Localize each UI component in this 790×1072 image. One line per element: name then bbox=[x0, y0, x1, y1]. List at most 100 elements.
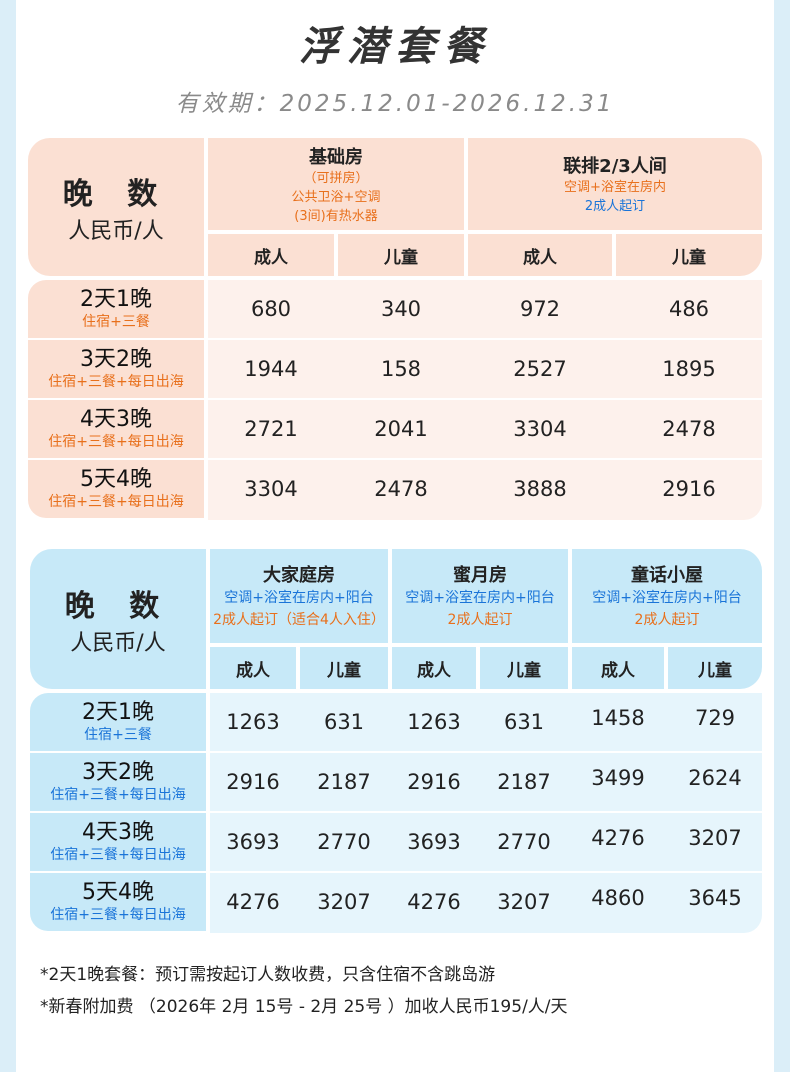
corner-header: 晚 数 人民币/人 bbox=[30, 549, 206, 689]
row-divider bbox=[208, 398, 762, 400]
room-note: 公共卫浴+空调 bbox=[291, 189, 381, 205]
col-child: 儿童 bbox=[668, 647, 762, 689]
nights-label: 晚 数 bbox=[64, 589, 172, 624]
night-count: 3天2晚 bbox=[80, 347, 152, 372]
nights-label: 晚 数 bbox=[62, 177, 170, 212]
price-cell: 3645 bbox=[688, 886, 742, 910]
meal-plan: 住宿+三餐+每日出海 bbox=[48, 434, 184, 450]
col-child: 儿童 bbox=[300, 647, 388, 689]
night-count: 5天4晚 bbox=[80, 467, 152, 492]
price-table-1: 晚 数 人民币/人 基础房 （可拼房） 公共卫浴+空调 (3间)有热水器 联排2… bbox=[28, 138, 762, 520]
price-cell: 158 bbox=[380, 357, 422, 381]
room-note: 2成人起订（适合4人入住） bbox=[213, 612, 385, 628]
col-adult: 成人 bbox=[572, 647, 664, 689]
table-body bbox=[208, 280, 762, 520]
night-count: 3天2晚 bbox=[82, 760, 154, 785]
night-count: 4天3晚 bbox=[82, 820, 154, 845]
price-cell: 486 bbox=[668, 297, 710, 321]
price-cell: 4276 bbox=[407, 890, 461, 914]
meal-plan: 住宿+三餐+每日出海 bbox=[50, 907, 186, 923]
price-cell: 3693 bbox=[226, 830, 280, 854]
meal-plan: 住宿+三餐+每日出海 bbox=[50, 787, 186, 803]
price-cell: 3207 bbox=[317, 890, 371, 914]
price-cell: 680 bbox=[250, 297, 292, 321]
price-cell: 631 bbox=[323, 710, 365, 734]
price-cell: 2187 bbox=[497, 770, 551, 794]
price-cell: 2916 bbox=[226, 770, 280, 794]
price-sheet: 浮潜套餐 有效期：2025.12.01-2026.12.31 晚 数 人民币/人… bbox=[16, 0, 774, 1072]
night-count: 4天3晚 bbox=[80, 407, 152, 432]
currency-label: 人民币/人 bbox=[68, 219, 164, 244]
room-note: 2成人起订 bbox=[584, 199, 646, 214]
room-note: 空调+浴室在房内+阳台 bbox=[405, 590, 555, 606]
corner-header: 晚 数 人民币/人 bbox=[28, 138, 204, 276]
row-divider bbox=[210, 811, 762, 813]
note-spring-surcharge: *新春附加费 （2026年 2月 15号 - 2月 25号 ）加收人民币195/… bbox=[40, 997, 568, 1017]
night-count: 5天4晚 bbox=[82, 880, 154, 905]
room-header-basic: 基础房 （可拼房） 公共卫浴+空调 (3间)有热水器 bbox=[208, 138, 464, 230]
room-name: 基础房 bbox=[309, 146, 363, 168]
room-note: 空调+浴室在房内+阳台 bbox=[592, 590, 742, 606]
row-divider bbox=[208, 338, 762, 340]
room-note: 2成人起订 bbox=[634, 612, 700, 628]
row-label: 5天4晚 住宿+三餐+每日出海 bbox=[30, 873, 206, 931]
price-cell: 3888 bbox=[513, 477, 567, 501]
col-adult: 成人 bbox=[392, 647, 476, 689]
table-body bbox=[210, 693, 762, 933]
col-adult: 成人 bbox=[208, 234, 334, 276]
room-name: 大家庭房 bbox=[263, 565, 335, 586]
price-cell: 4276 bbox=[226, 890, 280, 914]
price-cell: 972 bbox=[519, 297, 561, 321]
price-cell: 2041 bbox=[374, 417, 428, 441]
row-label: 4天3晚 住宿+三餐+每日出海 bbox=[30, 813, 206, 871]
price-cell: 2916 bbox=[407, 770, 461, 794]
meal-plan: 住宿+三餐+每日出海 bbox=[50, 847, 186, 863]
price-cell: 1944 bbox=[244, 357, 298, 381]
price-cell: 4860 bbox=[591, 886, 645, 910]
room-name: 童话小屋 bbox=[631, 565, 703, 586]
room-name: 蜜月房 bbox=[453, 565, 507, 586]
night-count: 2天1晚 bbox=[80, 287, 152, 312]
room-note: (3间)有热水器 bbox=[294, 208, 378, 224]
page-title: 浮潜套餐 bbox=[299, 24, 491, 70]
price-cell: 1458 bbox=[591, 706, 645, 730]
room-header-townhouse: 联排2/3人间 空调+浴室在房内 2成人起订 bbox=[468, 138, 762, 230]
price-cell: 2721 bbox=[244, 417, 298, 441]
price-cell: 2478 bbox=[662, 417, 716, 441]
meal-plan: 住宿+三餐 bbox=[82, 314, 150, 330]
price-cell: 1263 bbox=[226, 710, 280, 734]
price-cell: 2187 bbox=[317, 770, 371, 794]
price-cell: 2478 bbox=[374, 477, 428, 501]
price-cell: 631 bbox=[503, 710, 545, 734]
price-cell: 2624 bbox=[688, 766, 742, 790]
row-label: 2天1晚 住宿+三餐 bbox=[30, 693, 206, 751]
room-note: 2成人起订 bbox=[447, 612, 513, 628]
price-cell: 3207 bbox=[688, 826, 742, 850]
price-cell: 2527 bbox=[513, 357, 567, 381]
col-child: 儿童 bbox=[616, 234, 762, 276]
price-cell: 3304 bbox=[513, 417, 567, 441]
price-cell: 3693 bbox=[407, 830, 461, 854]
price-cell: 729 bbox=[694, 706, 736, 730]
room-note: （可拼房） bbox=[303, 170, 369, 186]
price-cell: 2770 bbox=[497, 830, 551, 854]
meal-plan: 住宿+三餐 bbox=[84, 727, 152, 743]
note-2d1n: *2天1晚套餐：预订需按起订人数收费，只含住宿不含跳岛游 bbox=[40, 965, 496, 985]
price-cell: 1263 bbox=[407, 710, 461, 734]
row-divider bbox=[210, 871, 762, 873]
night-count: 2天1晚 bbox=[82, 700, 154, 725]
validity-period: 有效期：2025.12.01-2026.12.31 bbox=[175, 91, 615, 117]
room-header-fairytale: 童话小屋 空调+浴室在房内+阳台 2成人起订 bbox=[572, 549, 762, 643]
price-cell: 3207 bbox=[497, 890, 551, 914]
row-label: 3天2晚 住宿+三餐+每日出海 bbox=[28, 340, 204, 398]
room-note: 空调+浴室在房内 bbox=[564, 180, 666, 195]
row-label: 3天2晚 住宿+三餐+每日出海 bbox=[30, 753, 206, 811]
price-cell: 3499 bbox=[591, 766, 645, 790]
room-header-family: 大家庭房 空调+浴室在房内+阳台 2成人起订（适合4人入住） bbox=[210, 549, 388, 643]
row-divider bbox=[208, 458, 762, 460]
price-cell: 340 bbox=[380, 297, 422, 321]
col-child: 儿童 bbox=[480, 647, 568, 689]
price-table-2: 晚 数 人民币/人 大家庭房 空调+浴室在房内+阳台 2成人起订（适合4人入住）… bbox=[30, 549, 762, 933]
room-name: 联排2/3人间 bbox=[563, 156, 667, 177]
price-cell: 1895 bbox=[662, 357, 716, 381]
